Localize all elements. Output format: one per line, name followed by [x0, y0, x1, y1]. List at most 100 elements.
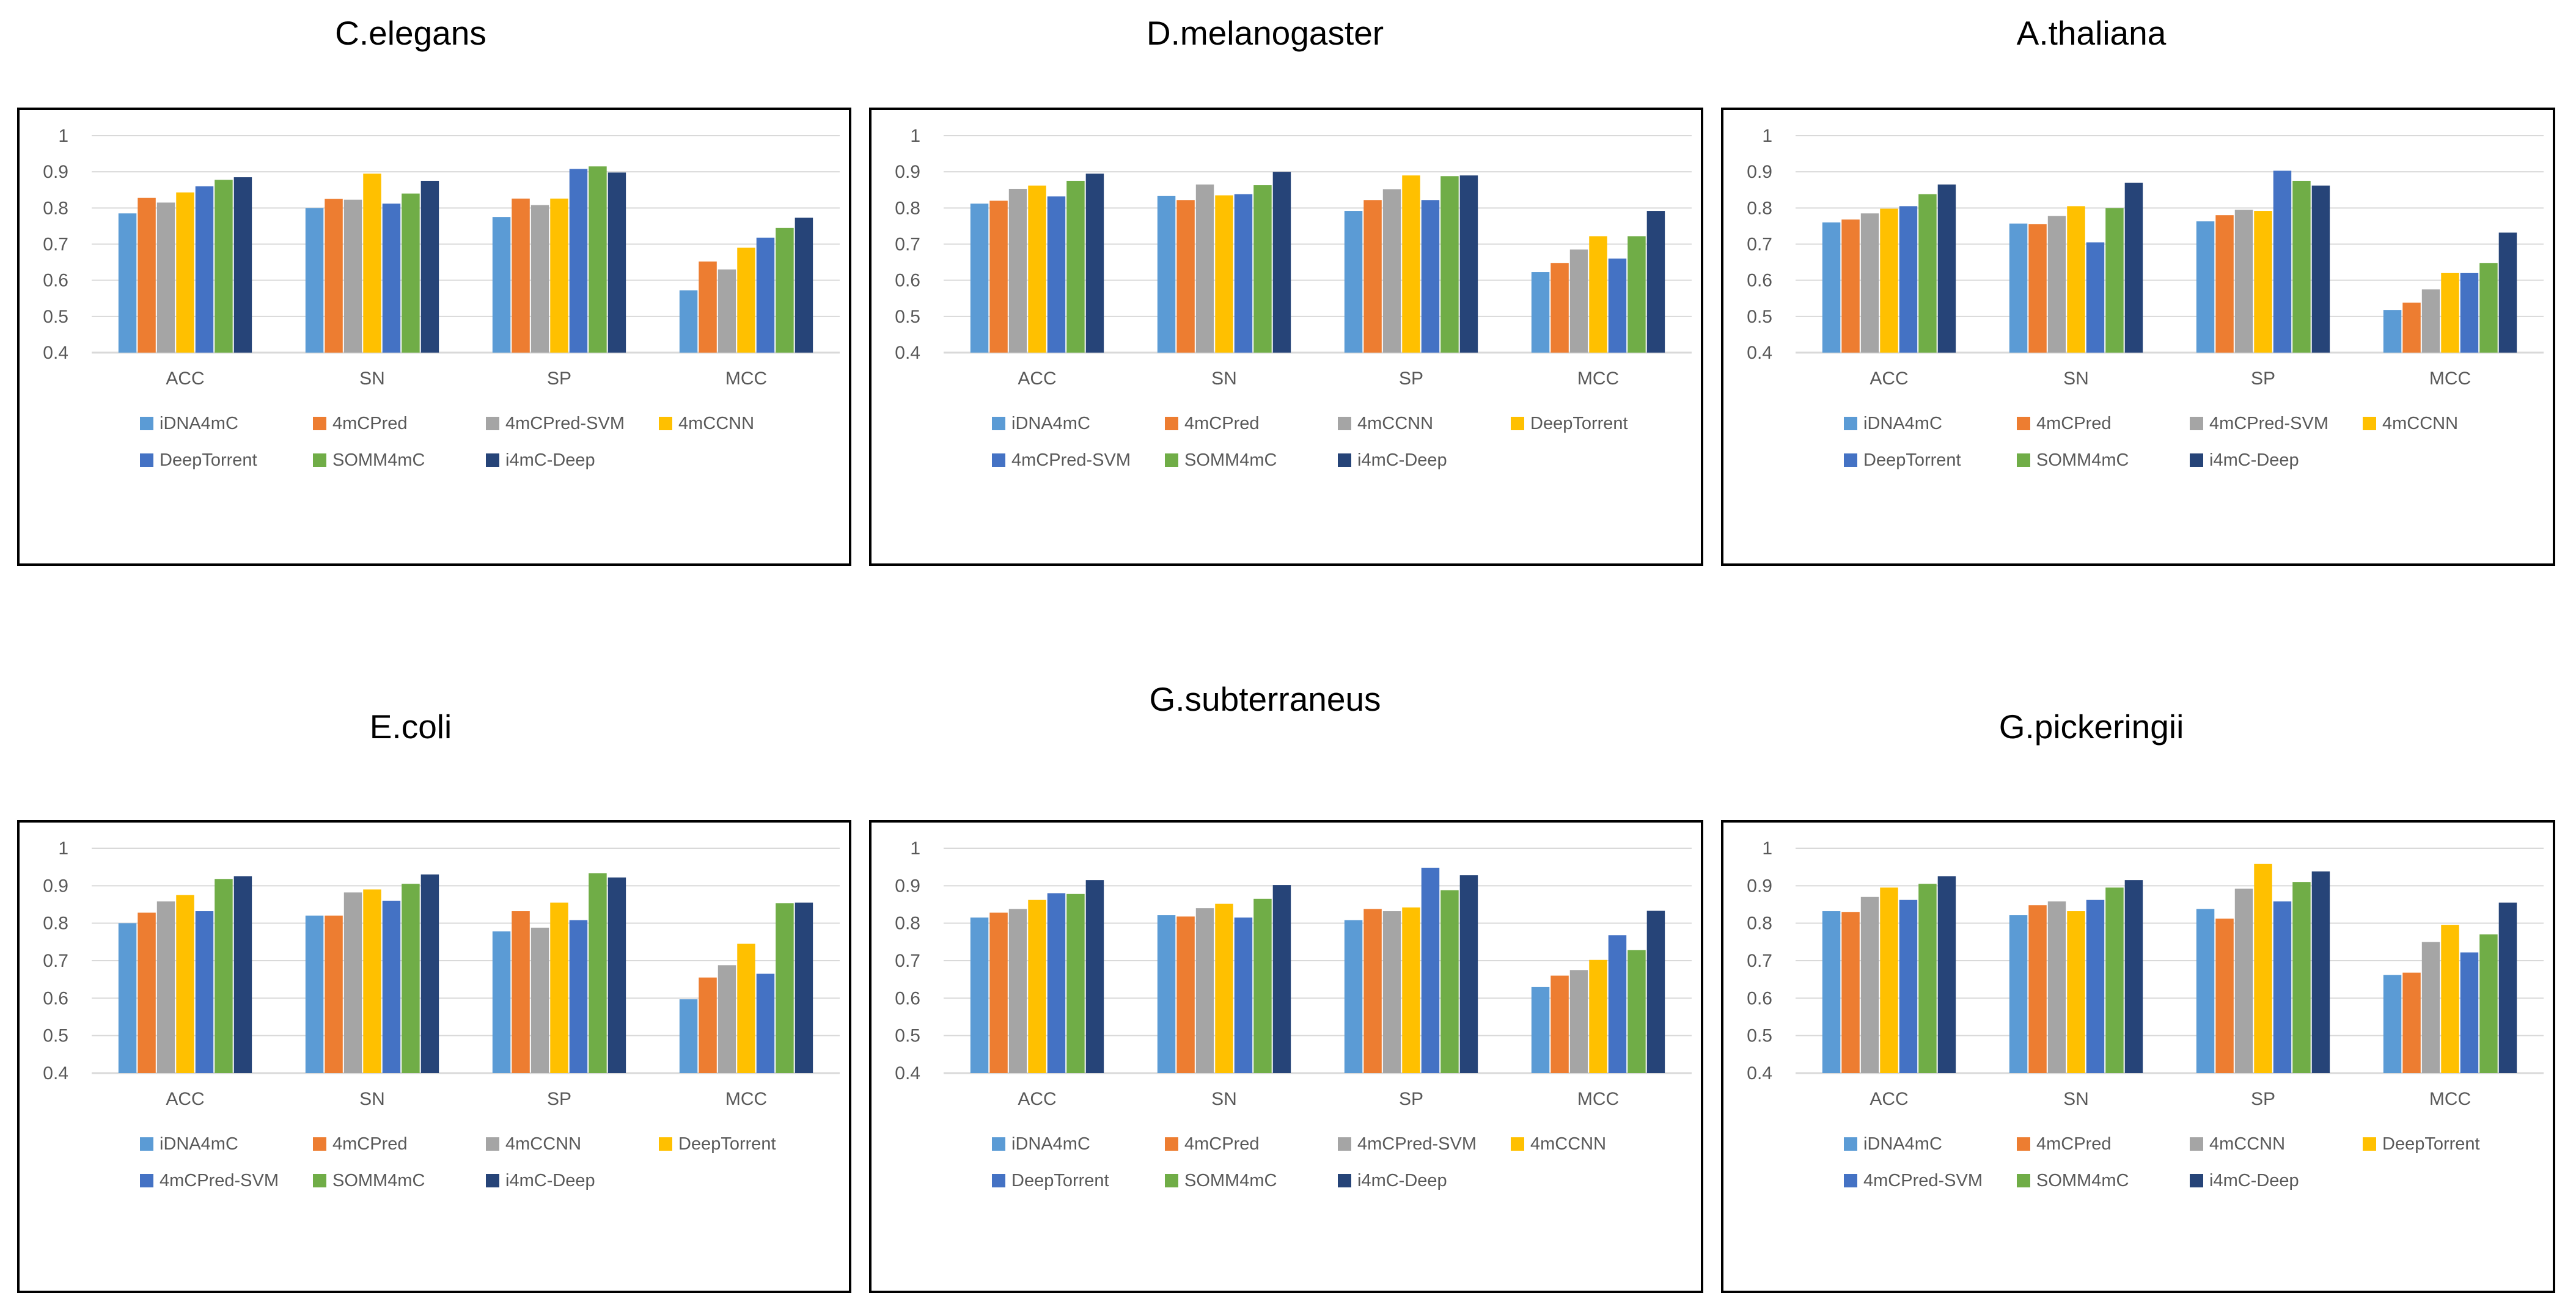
- bar-4mcpred-svm-sp: [1421, 200, 1440, 353]
- legend-swatch-somm4mc: [313, 1174, 326, 1187]
- legend-swatch-somm4mc: [2017, 1174, 2030, 1187]
- bar-4mcpred-sn: [1176, 200, 1195, 353]
- legend-label-4mcpred: 4mCPred: [1184, 414, 1260, 433]
- legend-swatch-4mcpred: [313, 1137, 326, 1151]
- bar-4mcpred-sp: [2215, 919, 2234, 1073]
- bar-4mcpred-svm-sn: [1234, 194, 1253, 353]
- bar-somm4mc-sn: [2105, 208, 2124, 353]
- bar-i4mc-deep-sn: [420, 180, 439, 353]
- x-category-label: SP: [547, 1089, 571, 1109]
- legend-label-idna4mc: iDNA4mC: [1863, 414, 1942, 433]
- legend-swatch-deeptorrent: [1844, 453, 1857, 467]
- bar-somm4mc-mcc: [776, 227, 794, 353]
- legend-swatch-4mcpred: [1165, 1137, 1178, 1151]
- bar-4mccnn-sp: [1402, 907, 1420, 1073]
- bar-somm4mc-sn: [402, 193, 420, 353]
- legend-swatch-i4mc-deep: [1338, 453, 1351, 467]
- legend-label-4mccnn: 4mCCNN: [1357, 414, 1433, 433]
- bar-4mcpred-acc: [138, 912, 156, 1073]
- y-tick-label: 0.4: [1747, 1063, 1772, 1084]
- bar-somm4mc-acc: [215, 879, 233, 1073]
- bar-4mcpred-svm-sn: [1195, 908, 1214, 1073]
- chart-title-a-thaliana: A.thaliana: [2016, 14, 2167, 52]
- chart-panel-g-pickeringii: 0.4 0.5 0.6 0.7 0.8 0.9 1 ACC SN SP MCC iDNA4mC 4mCP…: [1721, 820, 2555, 1293]
- legend-swatch-deeptorrent: [140, 453, 153, 467]
- bar-somm4mc-acc: [215, 180, 233, 353]
- bar-4mccnn-mcc: [717, 965, 736, 1073]
- legend-swatch-deeptorrent: [659, 1137, 672, 1151]
- legend-swatch-4mcpred: [2017, 1137, 2030, 1151]
- y-tick-label: 1: [58, 838, 68, 859]
- y-tick-label: 0.6: [895, 271, 920, 291]
- y-tick-label: 0.5: [43, 307, 68, 327]
- bar-4mcpred-svm-mcc: [1569, 970, 1588, 1073]
- bar-idna4mc-sn: [305, 208, 324, 353]
- bar-4mccnn-sn: [363, 174, 381, 353]
- y-tick-label: 0.5: [1747, 307, 1772, 327]
- bar-4mccnn-sp: [550, 198, 568, 353]
- y-tick-label: 0.5: [895, 307, 920, 327]
- y-tick-label: 0.7: [1747, 235, 1772, 255]
- chart-title-g-subterraneus: G.subterraneus: [1149, 680, 1381, 718]
- bar-4mccnn-mcc: [1589, 959, 1607, 1073]
- legend-swatch-4mccnn: [1511, 1137, 1524, 1151]
- legend-label-deeptorrent: DeepTorrent: [160, 450, 257, 470]
- legend-swatch-i4mc-deep: [1338, 1174, 1351, 1187]
- x-category-label: SN: [359, 369, 385, 389]
- bar-idna4mc-mcc: [1531, 986, 1550, 1073]
- bar-4mcpred-mcc: [1550, 263, 1569, 353]
- y-tick-label: 0.5: [1747, 1026, 1772, 1046]
- bar-4mcpred-acc: [1841, 219, 1860, 353]
- legend-label-4mcpred: 4mCPred: [2036, 414, 2112, 433]
- bar-idna4mc-acc: [970, 204, 989, 353]
- legend-label-i4mc-deep: i4mC-Deep: [505, 450, 595, 470]
- y-tick-label: 0.4: [43, 343, 68, 363]
- legend-label-4mcpred-svm: 4mCPred-SVM: [505, 414, 625, 433]
- bar-4mcpred-sn: [2028, 224, 2047, 353]
- bar-4mcpred-svm-acc: [1899, 900, 1918, 1073]
- y-tick-label: 1: [58, 126, 68, 146]
- bar-i4mc-deep-mcc: [794, 902, 813, 1073]
- y-tick-label: 0.5: [43, 1026, 68, 1046]
- legend-swatch-i4mc-deep: [486, 453, 499, 467]
- legend-swatch-4mccnn: [1338, 417, 1351, 430]
- bar-4mcpred-sp: [1363, 200, 1382, 353]
- bar-deeptorrent-mcc: [2460, 273, 2479, 353]
- bar-4mccnn-sn: [343, 892, 362, 1073]
- legend-label-deeptorrent: DeepTorrent: [1863, 450, 1961, 470]
- bar-idna4mc-sp: [2196, 221, 2215, 353]
- x-category-label: SP: [547, 369, 571, 389]
- legend-swatch-i4mc-deep: [486, 1174, 499, 1187]
- legend-label-somm4mc: SOMM4mC: [332, 450, 425, 470]
- x-category-label: ACC: [1018, 369, 1056, 389]
- legend-label-somm4mc: SOMM4mC: [1184, 1171, 1277, 1190]
- legend-label-i4mc-deep: i4mC-Deep: [1357, 450, 1447, 470]
- bar-somm4mc-acc: [1918, 194, 1937, 353]
- bar-idna4mc-mcc: [1531, 272, 1550, 353]
- legend-swatch-idna4mc: [140, 417, 153, 430]
- bar-idna4mc-mcc: [2383, 975, 2402, 1073]
- bar-i4mc-deep-sn: [1272, 885, 1291, 1073]
- bar-4mcpred-svm-mcc: [1608, 258, 1627, 353]
- bar-i4mc-deep-acc: [233, 177, 252, 353]
- y-tick-label: 0.8: [43, 198, 68, 218]
- bar-4mccnn-sn: [2047, 901, 2066, 1073]
- bar-idna4mc-sp: [492, 931, 511, 1073]
- chart-svg: 0.4 0.5 0.6 0.7 0.8 0.9 1 ACC SN SP MCC iDNA4mC 4mCP…: [43, 126, 840, 470]
- bar-4mcpred-mcc: [1550, 975, 1569, 1073]
- bar-4mccnn-mcc: [737, 248, 755, 353]
- bar-4mcpred-svm-sn: [343, 199, 362, 353]
- x-category-label: ACC: [1018, 1089, 1056, 1109]
- legend-swatch-deeptorrent: [992, 1174, 1005, 1187]
- chart-panel-e-coli: 0.4 0.5 0.6 0.7 0.8 0.9 1 ACC SN SP MCC iDNA4mC 4mCP…: [17, 820, 851, 1293]
- bar-4mccnn-acc: [1860, 897, 1879, 1073]
- legend-swatch-somm4mc: [1165, 453, 1178, 467]
- bar-deeptorrent-sp: [550, 902, 568, 1073]
- y-tick-label: 0.9: [895, 162, 920, 182]
- chart-panel-d-melanogaster: 0.4 0.5 0.6 0.7 0.8 0.9 1 ACC SN SP MCC iDNA4mC 4mCP…: [869, 108, 1703, 566]
- x-category-label: ACC: [1870, 1089, 1908, 1109]
- bar-4mccnn-acc: [156, 901, 175, 1073]
- y-tick-label: 0.9: [1747, 162, 1772, 182]
- bar-idna4mc-acc: [1822, 222, 1841, 353]
- bar-deeptorrent-sn: [1234, 917, 1253, 1073]
